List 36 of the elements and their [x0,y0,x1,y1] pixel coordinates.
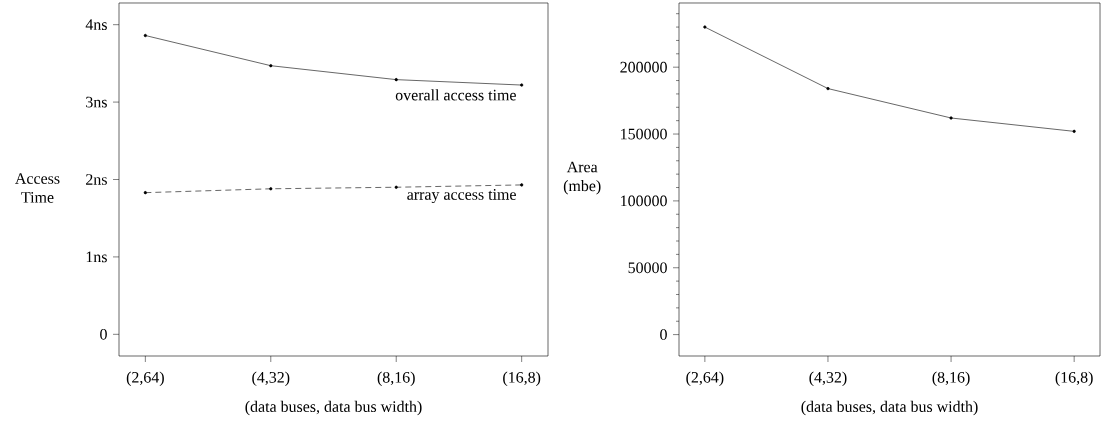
point [269,64,273,68]
y-tick-label: 2ns [86,174,107,185]
y-tick-label: 0 [100,328,107,340]
y-axis-title: Access Time [15,173,60,203]
point [394,78,398,82]
point [826,86,830,91]
y-tick-label: 50000 [628,262,667,274]
point [949,116,953,120]
series-label: array access time [407,189,516,204]
x-tick-label: (8,16) [932,371,970,386]
series-label: overall access time [395,89,516,101]
point [143,33,147,38]
point [394,185,398,189]
x-tick-label: (2,64) [126,371,164,386]
y-tick-label: 4ns [85,19,107,30]
y-tick-label: 0 [660,329,667,340]
point [703,25,707,29]
x-tick-label: (16,8) [1055,371,1093,386]
y-tick-label: 3ns [86,96,107,108]
point [520,83,524,87]
point [1072,129,1076,133]
x-tick-label: (2,64) [686,371,724,386]
x-axis-title: (data buses, data bus width) [801,400,978,416]
y-tick-label: 200000 [620,61,667,73]
x-axis-title: (data buses, data bus width) [245,400,422,416]
point [520,183,524,187]
point [143,191,147,195]
x-tick-label: (8,16) [377,371,415,386]
x-tick-label: (4,32) [252,371,290,386]
y-axis-title: Area (mbe) [563,161,601,195]
y-tick-label: 1ns [86,251,107,263]
point [269,187,273,191]
x-tick-label: (16,8) [503,371,541,386]
y-tick-label: 150000 [621,128,667,140]
x-tick-label: (4,32) [809,371,847,386]
y-tick-label: 100000 [621,195,667,207]
